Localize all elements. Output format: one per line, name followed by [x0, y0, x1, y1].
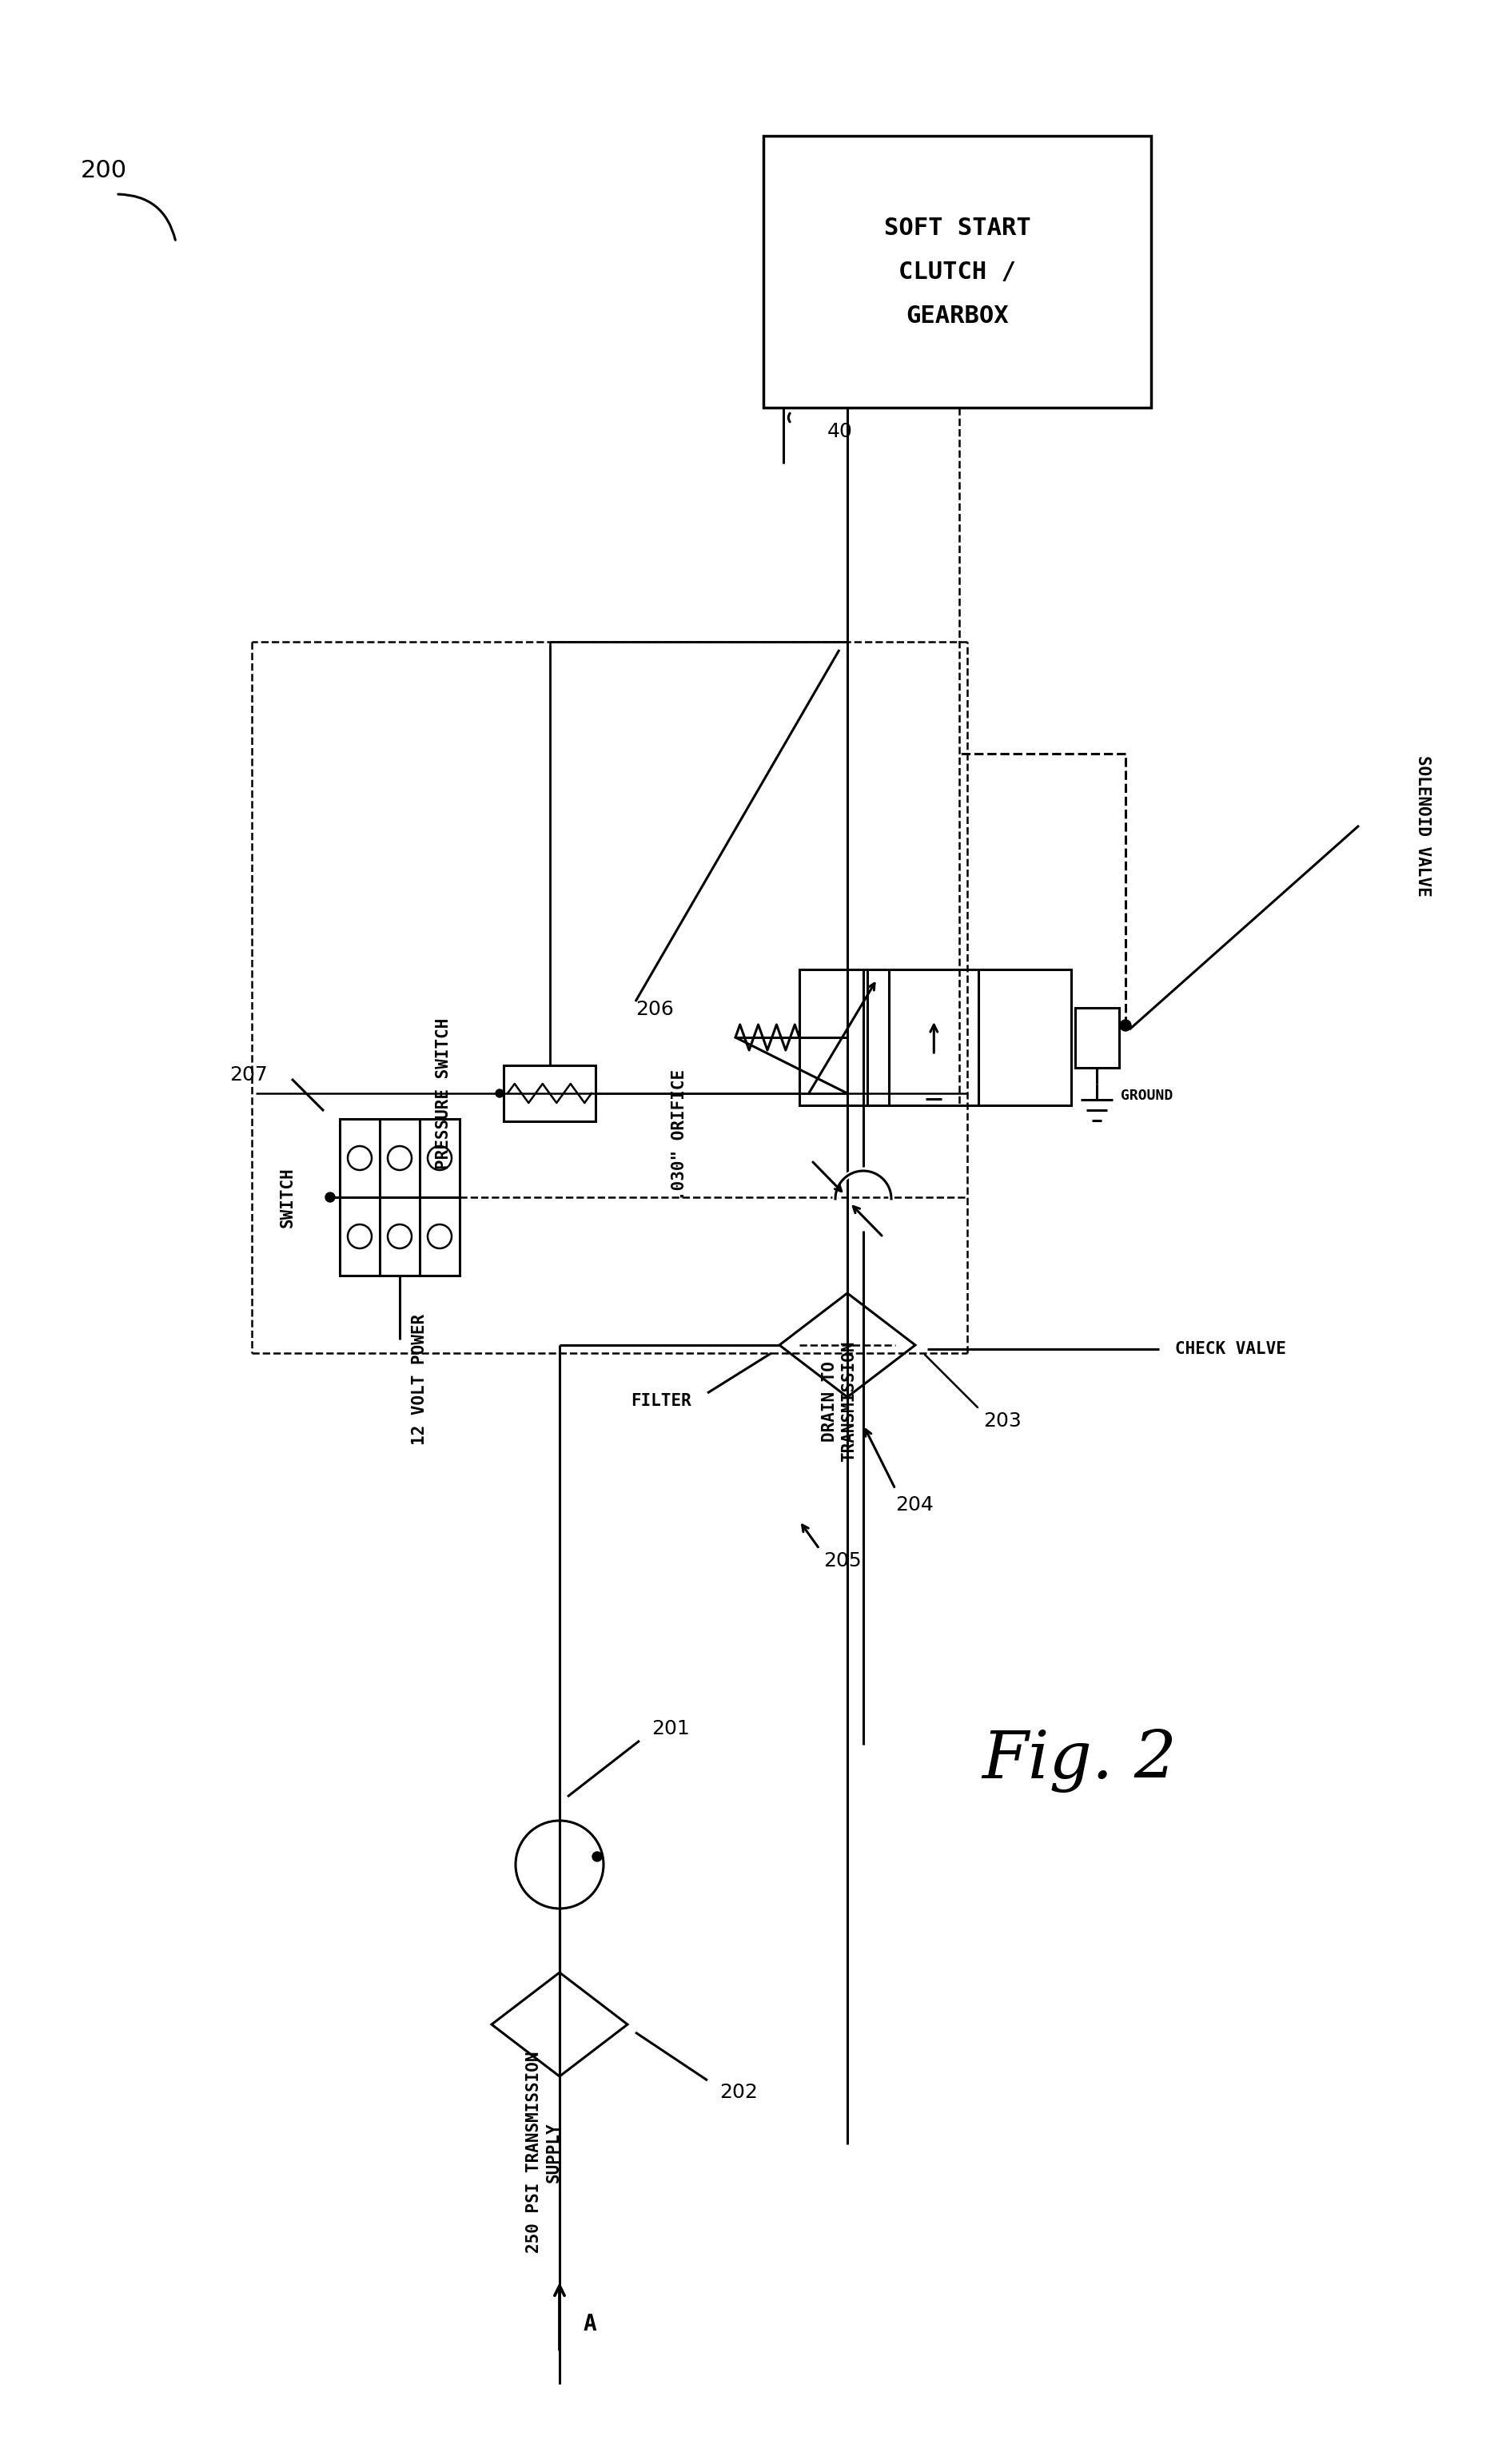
Text: 206: 206 [636, 1000, 673, 1020]
Circle shape [592, 1853, 602, 1860]
Text: A: A [583, 2314, 596, 2336]
Text: 250 PSI TRANSMISSION
SUPPLY: 250 PSI TRANSMISSION SUPPLY [525, 2053, 562, 2252]
Bar [504, 1064, 595, 1121]
Text: 202: 202 [719, 2082, 758, 2102]
Text: CHECK VALVE: CHECK VALVE [1175, 1340, 1287, 1358]
Text: .030" ORIFICE: .030" ORIFICE [672, 1069, 687, 1200]
Text: FILTER: FILTER [631, 1392, 692, 1409]
Bar [764, 136, 1151, 407]
Bar [1075, 1008, 1119, 1067]
Text: SOLENOID VALVE: SOLENOID VALVE [1415, 754, 1431, 897]
Text: 200: 200 [80, 158, 127, 182]
Text: CLUTCH /: CLUTCH / [898, 261, 1016, 283]
Text: 203: 203 [983, 1412, 1021, 1432]
Text: 204: 204 [895, 1496, 933, 1515]
Text: GROUND: GROUND [1120, 1089, 1173, 1101]
Text: Fig. 2: Fig. 2 [982, 1730, 1176, 1794]
Text: 40: 40 [827, 421, 853, 441]
Text: GEARBOX: GEARBOX [906, 303, 1009, 328]
Text: SWITCH: SWITCH [279, 1168, 296, 1227]
Bar [340, 1119, 459, 1276]
Circle shape [1120, 1020, 1131, 1030]
Text: DRAIN TO
TRANSMISSION: DRAIN TO TRANSMISSION [821, 1340, 858, 1461]
Text: 12 VOLT POWER: 12 VOLT POWER [412, 1313, 427, 1444]
Text: SOFT START: SOFT START [883, 217, 1031, 239]
Text: PRESSURE SWITCH: PRESSURE SWITCH [436, 1018, 451, 1168]
Text: 201: 201 [651, 1720, 690, 1737]
Text: 205: 205 [823, 1552, 861, 1570]
Circle shape [495, 1089, 504, 1096]
Text: 207: 207 [230, 1064, 267, 1084]
Bar [799, 968, 1071, 1106]
Circle shape [325, 1193, 335, 1202]
